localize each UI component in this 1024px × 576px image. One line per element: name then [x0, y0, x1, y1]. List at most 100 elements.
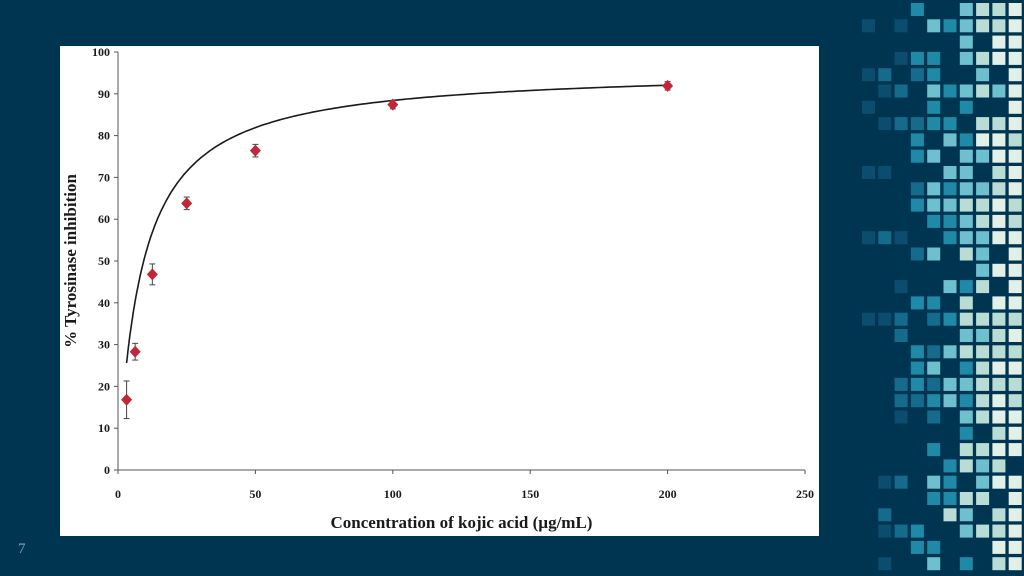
x-tick-label: 150 [521, 487, 539, 501]
mosaic-tile [992, 231, 1006, 245]
mosaic-tile [927, 68, 941, 82]
mosaic-tile [1008, 508, 1022, 522]
mosaic-tile [878, 557, 892, 571]
mosaic-tile [976, 68, 990, 82]
mosaic-tile [959, 182, 973, 196]
mosaic-tile [992, 557, 1006, 571]
mosaic-tile [959, 524, 973, 538]
mosaic-tile [959, 51, 973, 65]
mosaic-tile [1008, 377, 1022, 391]
mosaic-tile [976, 19, 990, 33]
mosaic-tile [992, 524, 1006, 538]
mosaic-tile [976, 280, 990, 294]
mosaic-tile [959, 149, 973, 163]
mosaic-tile [1008, 475, 1022, 489]
mosaic-tile [1008, 35, 1022, 49]
mosaic-tile [959, 296, 973, 310]
mosaic-tile [927, 492, 941, 505]
mosaic-tile [943, 377, 957, 391]
mosaic-tile [1008, 166, 1022, 179]
mosaic-tile [976, 133, 990, 147]
mosaic-tile [1008, 345, 1022, 359]
mosaic-tile [894, 84, 908, 98]
mosaic-tile [927, 410, 941, 424]
mosaic-tile [976, 84, 990, 98]
mosaic-tile [959, 3, 973, 16]
mosaic-tile [992, 410, 1006, 424]
mosaic-tile [910, 117, 924, 131]
y-tick-label: 60 [98, 212, 110, 226]
mosaic-tile [976, 198, 990, 212]
mosaic-tile [1008, 410, 1022, 424]
mosaic-tile [1008, 19, 1022, 33]
mosaic-tile [927, 100, 941, 114]
mosaic-tile [943, 182, 957, 196]
mosaic-tile [959, 280, 973, 294]
mosaic-tile [878, 84, 892, 98]
mosaic-tile [943, 475, 957, 489]
data-point [146, 263, 158, 286]
mosaic-tile [1008, 557, 1022, 571]
mosaic-tile [992, 19, 1006, 33]
mosaic-tile [976, 329, 990, 342]
slide-number: 7 [18, 541, 26, 557]
mosaic-tile [943, 133, 957, 147]
mosaic-tile [1008, 68, 1022, 82]
mosaic-tile [1008, 329, 1022, 342]
mosaic-tile [862, 19, 875, 33]
mosaic-tile [976, 345, 990, 359]
mosaic-tile [959, 19, 973, 33]
mosaic-tile [878, 475, 892, 489]
mosaic-tile [927, 149, 941, 163]
mosaic-tile [959, 345, 973, 359]
mosaic-tile [1008, 394, 1022, 408]
mosaic-tile [976, 182, 990, 196]
mosaic-tile [1008, 231, 1022, 245]
mosaic-tile [992, 296, 1006, 310]
mosaic-tile [927, 345, 941, 359]
mosaic-tile [992, 263, 1006, 277]
mosaic-tile [1008, 182, 1022, 196]
mosaic-tile [910, 198, 924, 212]
mosaic-tile [927, 443, 941, 457]
mosaic-tile [976, 231, 990, 245]
mosaic-tile [943, 84, 957, 98]
mosaic-tile [992, 329, 1006, 342]
data-point [181, 196, 193, 211]
mosaic-tile [976, 361, 990, 375]
mosaic-tile [1008, 133, 1022, 147]
mosaic-tile [927, 198, 941, 212]
x-axis-ticks: 0 50 100 150 200 250 [115, 470, 814, 501]
mosaic-tile [976, 51, 990, 65]
data-point [121, 380, 133, 420]
mosaic-tile [927, 377, 941, 391]
mosaic-tile [992, 361, 1006, 375]
x-tick-label: 0 [115, 487, 121, 501]
mosaic-tile [943, 117, 957, 131]
mosaic-tile [927, 214, 941, 228]
mosaic-tile [894, 524, 908, 538]
mosaic-tile [943, 312, 957, 326]
mosaic-tile [862, 166, 875, 179]
mosaic-tile [1008, 426, 1022, 440]
mosaic-tile [992, 394, 1006, 408]
mosaic-tile [976, 475, 990, 489]
mosaic-tile [959, 35, 973, 49]
mosaic-tile [878, 231, 892, 245]
y-tick-label: 10 [98, 421, 110, 435]
mosaic-tile [992, 475, 1006, 489]
mosaic-tile [959, 100, 973, 114]
mosaic-tile [894, 475, 908, 489]
mosaic-tile [959, 492, 973, 505]
mosaic-tile [927, 557, 941, 571]
mosaic-tile [910, 68, 924, 82]
mosaic-tile [959, 329, 973, 342]
mosaic-tile [1008, 524, 1022, 538]
y-tick-label: 30 [98, 338, 110, 352]
mosaic-tile [943, 394, 957, 408]
mosaic-tile [976, 410, 990, 424]
mosaic-tile [959, 459, 973, 473]
mosaic-tile [992, 35, 1006, 49]
mosaic-tile [1008, 3, 1022, 16]
mosaic-tile [959, 312, 973, 326]
